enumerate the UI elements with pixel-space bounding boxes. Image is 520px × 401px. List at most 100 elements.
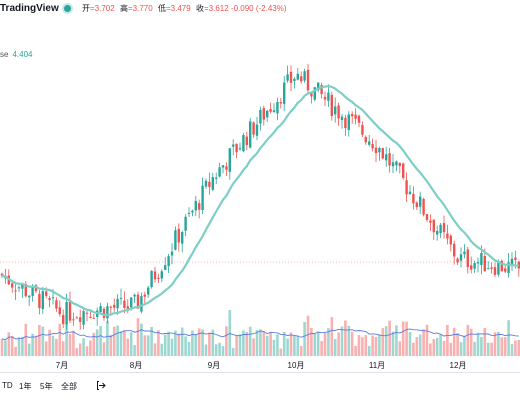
- candle-body: [422, 199, 424, 215]
- candle-body: [473, 263, 475, 269]
- range-5y-button[interactable]: 5年: [38, 379, 54, 394]
- volume-bar: [222, 346, 225, 356]
- candle-body: [477, 262, 479, 263]
- candle-body: [181, 232, 183, 244]
- candle-body: [242, 135, 244, 151]
- candle-body: [86, 313, 88, 314]
- candle-body: [484, 256, 486, 271]
- range-all-button[interactable]: 全部: [59, 379, 79, 394]
- volume-bar: [164, 335, 167, 356]
- candle-body: [120, 298, 122, 299]
- volume-bar: [62, 341, 65, 356]
- volume-bar: [402, 321, 405, 356]
- volume-bar: [235, 335, 238, 356]
- candle-body: [14, 290, 16, 291]
- close-label: 收: [196, 0, 204, 18]
- candle-body: [511, 259, 513, 265]
- candle-body: [188, 213, 190, 214]
- candle-body: [52, 297, 54, 298]
- volume-bar: [470, 329, 473, 356]
- volume-bar: [198, 328, 201, 356]
- candle-body: [283, 83, 285, 104]
- candle-body: [446, 234, 448, 239]
- candle-body: [276, 102, 278, 113]
- candle-body: [184, 217, 186, 231]
- volume-bar: [412, 343, 415, 356]
- volume-bar: [385, 326, 388, 356]
- candle-body: [208, 182, 210, 187]
- month-label-oct: 10月: [288, 360, 305, 371]
- candle-body: [460, 254, 462, 260]
- volume-bar: [140, 324, 143, 356]
- open-label: 开: [82, 0, 90, 18]
- volume-bar: [378, 335, 381, 356]
- volume-bar: [337, 333, 340, 356]
- volume-bar: [473, 342, 476, 356]
- price-chart[interactable]: [0, 0, 520, 372]
- volume-bar: [497, 332, 500, 356]
- low-label: 低: [158, 0, 166, 18]
- volume-bar: [422, 329, 425, 356]
- volume-bar: [263, 332, 266, 356]
- goto-date-icon[interactable]: [96, 380, 107, 391]
- volume-bar: [76, 348, 79, 356]
- volume-bar: [419, 334, 422, 356]
- candle-body: [307, 70, 309, 91]
- candle-body: [375, 148, 377, 153]
- volume-bar: [429, 343, 432, 356]
- candle-body: [201, 186, 203, 210]
- volume-bar: [188, 342, 191, 356]
- indicator-value: 4.404: [12, 50, 32, 59]
- candle-body: [140, 296, 142, 311]
- candle-body: [65, 302, 67, 324]
- indicator-legend[interactable]: se 4.404: [0, 50, 32, 59]
- candle-body: [358, 116, 360, 123]
- volume-bar: [130, 332, 133, 356]
- volume-bar: [375, 337, 378, 356]
- volume-bar: [436, 338, 439, 356]
- candle-body: [127, 306, 129, 308]
- candlestick-series: [1, 64, 520, 330]
- range-1y-button[interactable]: 1年: [17, 379, 33, 394]
- volume-bar: [184, 336, 187, 356]
- candle-body: [252, 122, 254, 134]
- volume-bar: [48, 330, 51, 356]
- candle-body: [69, 300, 71, 320]
- volume-bar: [232, 348, 235, 356]
- candle-body: [246, 137, 248, 146]
- volume-bar: [283, 332, 286, 356]
- volume-bar: [443, 341, 446, 356]
- candle-body: [378, 148, 380, 152]
- range-ytd-button[interactable]: TD: [0, 379, 15, 392]
- volume-bar: [409, 332, 412, 356]
- time-axis[interactable]: 7月 8月 9月 10月 11月 12月: [0, 360, 520, 372]
- candle-body: [286, 74, 288, 80]
- volume-bar: [273, 340, 276, 356]
- volume-bar: [133, 345, 136, 356]
- candle-body: [487, 268, 489, 269]
- candle-body: [419, 197, 421, 207]
- candle-body: [436, 231, 438, 235]
- volume-bar: [453, 328, 456, 356]
- candle-body: [409, 192, 411, 194]
- month-label-nov: 11月: [369, 360, 385, 371]
- indicator-name: se: [0, 50, 8, 59]
- candle-body: [266, 111, 268, 118]
- candle-body: [331, 95, 333, 116]
- candle-body: [45, 291, 47, 295]
- candle-body: [62, 315, 64, 324]
- volume-bar: [225, 326, 228, 356]
- candle-body: [212, 177, 214, 190]
- candle-body: [361, 125, 363, 135]
- candle-body: [205, 181, 207, 187]
- volume-bar: [178, 334, 181, 356]
- volume-bar: [99, 326, 102, 356]
- candle-body: [259, 110, 261, 124]
- month-label-sep: 9月: [208, 360, 220, 371]
- candle-body: [161, 271, 163, 278]
- volume-bar: [460, 342, 463, 356]
- candle-body: [198, 203, 200, 210]
- high-value: =3.770: [128, 0, 153, 18]
- volume-bar: [218, 343, 221, 356]
- candle-body: [195, 201, 197, 211]
